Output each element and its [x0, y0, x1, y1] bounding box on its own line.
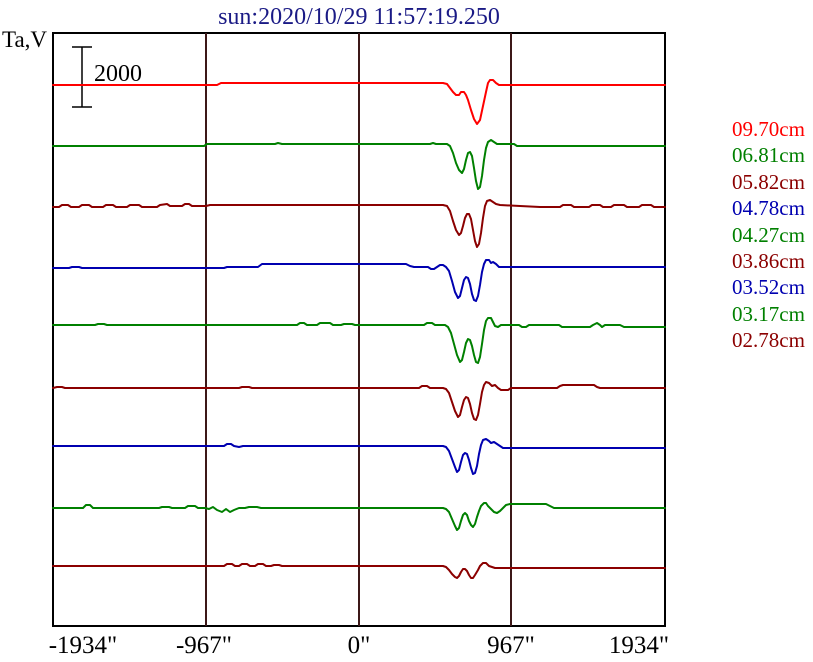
trace-04.27cm	[52, 317, 666, 364]
trace-06.81cm	[52, 139, 666, 190]
wavelength-legend: 09.70cm 06.81cm 05.82cm 04.78cm 04.27cm 03.86…	[732, 116, 805, 354]
trace-03.86cm	[52, 381, 666, 421]
x-tick-0: 0"	[347, 632, 371, 659]
y-axis-label: Ta,V	[2, 27, 48, 52]
x-tick-967: 967"	[487, 632, 535, 659]
legend-item-03.17cm: 03.17cm	[732, 301, 805, 326]
x-tick-neg1934: -1934"	[48, 632, 118, 659]
legend-item-04.27cm: 04.27cm	[732, 222, 805, 247]
scalebar-value-label: 2000	[94, 61, 142, 87]
trace-03.52cm	[52, 438, 666, 475]
trace-04.78cm	[52, 259, 666, 302]
legend-item-06.81cm: 06.81cm	[732, 143, 805, 168]
trace-02.78cm	[52, 562, 666, 579]
trace-03.17cm	[52, 502, 666, 531]
legend-item-02.78cm: 02.78cm	[732, 328, 805, 353]
legend-item-04.78cm: 04.78cm	[732, 196, 805, 221]
legend-item-05.82cm: 05.82cm	[732, 169, 805, 194]
trace-05.82cm	[52, 199, 666, 248]
legend-item-09.70cm: 09.70cm	[732, 117, 805, 141]
chart-title: sun:2020/10/29 11:57:19.250	[218, 4, 500, 30]
legend-item-03.86cm: 03.86cm	[732, 249, 805, 274]
x-tick-1934: 1934"	[608, 632, 670, 659]
legend-item-03.52cm: 03.52cm	[732, 275, 805, 300]
x-tick-neg967: -967"	[175, 632, 233, 659]
trace-09.70cm	[52, 79, 666, 125]
